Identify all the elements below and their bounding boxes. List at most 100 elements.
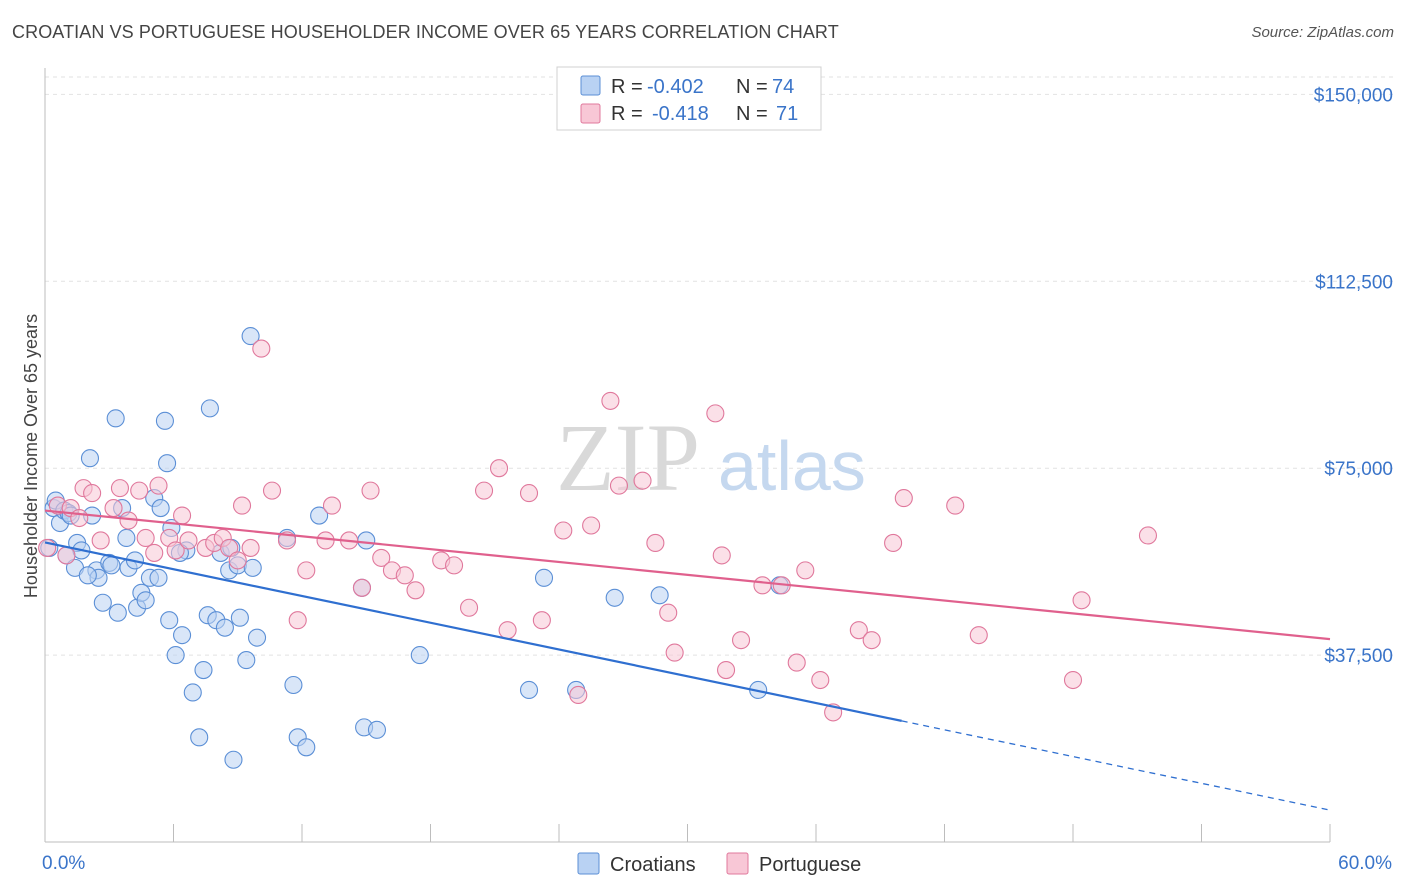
- data-points: [38, 327, 1158, 769]
- point-portuguese: [519, 484, 539, 503]
- point-croatians: [108, 603, 127, 622]
- point-portuguese: [136, 528, 155, 548]
- point-portuguese: [322, 496, 342, 515]
- point-portuguese: [70, 508, 89, 528]
- point-croatians: [160, 611, 179, 630]
- point-croatians: [605, 588, 624, 607]
- point-portuguese: [554, 521, 573, 540]
- y-tick-label: $75,000: [1324, 459, 1393, 480]
- point-croatians: [117, 528, 136, 548]
- point-portuguese: [894, 489, 913, 508]
- point-portuguese: [753, 576, 772, 595]
- point-croatians: [136, 591, 155, 610]
- tick-labels: $37,500 $75,000 $112,500 $150,000 0.0% 60.0%: [42, 85, 1393, 874]
- point-portuguese: [706, 404, 725, 423]
- point-portuguese: [633, 471, 652, 490]
- point-portuguese: [57, 546, 76, 565]
- point-portuguese: [569, 685, 588, 705]
- point-croatians: [367, 720, 387, 739]
- legend-n-label: N =: [736, 76, 768, 98]
- point-croatians: [183, 683, 202, 702]
- point-portuguese: [130, 481, 149, 500]
- watermark: ZIP atlas: [556, 404, 866, 511]
- legend-r-label: R =: [611, 76, 643, 98]
- point-croatians: [200, 399, 219, 418]
- point-croatians: [650, 586, 669, 605]
- trend-line-portuguese: [44, 509, 1331, 641]
- point-croatians: [102, 556, 121, 575]
- point-portuguese: [787, 653, 806, 672]
- point-portuguese: [262, 481, 282, 500]
- trend-line-croatians: [44, 541, 902, 722]
- watermark-zip: ZIP: [556, 404, 700, 511]
- point-croatians: [297, 738, 316, 757]
- point-croatians: [194, 660, 213, 680]
- bottom-legend-portuguese[interactable]: Portuguese: [759, 854, 861, 876]
- x-tick-label: 60.0%: [1338, 853, 1392, 874]
- point-portuguese: [110, 479, 130, 498]
- chart-title: CROATIAN VS PORTUGUESE HOUSEHOLDER INCOM…: [12, 22, 839, 42]
- point-portuguese: [288, 611, 307, 630]
- point-croatians: [155, 411, 174, 430]
- point-croatians: [410, 646, 429, 665]
- point-portuguese: [173, 506, 192, 525]
- point-portuguese: [609, 476, 629, 495]
- legend-swatch-croatians: [580, 75, 601, 96]
- y-tick-label: $37,500: [1324, 646, 1393, 667]
- point-croatians: [357, 531, 376, 550]
- point-portuguese: [474, 481, 494, 500]
- point-croatians: [151, 499, 170, 518]
- point-croatians: [224, 750, 243, 769]
- point-portuguese: [659, 603, 678, 622]
- point-portuguese: [179, 531, 198, 550]
- source-label[interactable]: Source: ZipAtlas.com: [1251, 24, 1394, 41]
- point-portuguese: [232, 496, 252, 515]
- legend-r-value: -0.418: [652, 103, 709, 125]
- y-axis-label: Householder Income Over 65 years: [21, 314, 41, 598]
- point-croatians: [166, 646, 185, 665]
- point-portuguese: [712, 546, 731, 565]
- point-croatians: [215, 618, 234, 637]
- point-portuguese: [252, 339, 271, 358]
- point-portuguese: [372, 548, 391, 567]
- point-portuguese: [884, 533, 903, 553]
- point-portuguese: [498, 621, 517, 640]
- point-portuguese: [532, 611, 551, 630]
- point-portuguese: [228, 551, 247, 570]
- point-portuguese: [166, 541, 185, 560]
- trend-lines: [44, 509, 1331, 811]
- trend-line-croatians-extrapolated: [901, 720, 1331, 811]
- point-croatians: [190, 728, 209, 747]
- point-croatians: [78, 566, 97, 585]
- point-portuguese: [83, 484, 102, 503]
- point-portuguese: [1138, 526, 1158, 545]
- point-croatians: [93, 593, 112, 612]
- point-portuguese: [796, 561, 815, 580]
- y-tick-label: $150,000: [1314, 85, 1393, 106]
- point-portuguese: [646, 533, 665, 553]
- point-croatians: [241, 327, 260, 346]
- axes: [44, 68, 1331, 843]
- point-portuguese: [665, 643, 684, 662]
- bottom-legend: Croatians Portuguese: [577, 852, 861, 876]
- point-portuguese: [149, 476, 168, 495]
- point-croatians: [158, 454, 177, 473]
- point-portuguese: [145, 543, 164, 562]
- point-croatians: [106, 409, 125, 428]
- watermark-atlas: atlas: [718, 427, 866, 505]
- point-portuguese: [849, 621, 868, 640]
- legend-r-value: -0.402: [647, 76, 704, 98]
- point-portuguese: [811, 670, 830, 690]
- legend-swatch-portuguese: [580, 103, 601, 124]
- bottom-legend-croatians[interactable]: Croatians: [610, 854, 696, 876]
- point-portuguese: [220, 538, 239, 557]
- point-portuguese: [445, 556, 464, 575]
- bottom-legend-swatch-croatians[interactable]: [577, 852, 600, 875]
- point-portuguese: [104, 499, 123, 518]
- legend-box: R = -0.402 N = 74 R = -0.418 N = 71: [556, 66, 822, 131]
- bottom-legend-swatch-portuguese[interactable]: [726, 852, 749, 875]
- point-portuguese: [862, 631, 881, 650]
- point-croatians: [173, 626, 192, 645]
- point-portuguese: [241, 538, 260, 557]
- point-portuguese: [1072, 591, 1091, 610]
